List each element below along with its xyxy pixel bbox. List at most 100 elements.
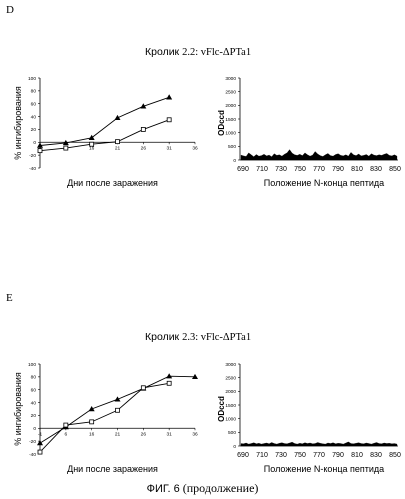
x-tick-label: 26 [141,145,147,151]
x-tick-label: 790 [332,452,344,459]
y-tick-label: 3000 [225,362,236,368]
y-tick-label: 60 [31,388,37,394]
triangle-marker [37,142,43,148]
x-axis-label: Положение N-конца пептида [264,178,384,188]
y-tick-label: 40 [31,400,37,406]
square-marker [140,385,146,391]
series-line-2 [39,119,170,152]
x-axis-label: Положение N-конца пептида [264,464,384,474]
triangle-marker [88,406,95,412]
square-marker [140,127,146,132]
y-tick-label: 2000 [225,103,236,109]
x-tick-label: 690 [237,166,249,173]
y-tick-label: 80 [31,89,37,95]
panel-letter-e: E [6,292,13,304]
x-tick-label: 36 [192,145,198,151]
y-tick-label: 3000 [225,76,236,82]
x-tick-label: 730 [275,166,287,173]
square-marker [115,407,120,413]
series-line-1 [39,96,170,146]
x-tick-label: 830 [370,452,382,459]
square-marker [166,380,172,386]
x-tick-label: 730 [275,452,287,459]
figure-caption-sub: (продолжение) [182,481,259,495]
triangle-marker [114,396,121,402]
y-tick-label: 0 [33,426,36,432]
y-tick-label: 20 [31,127,37,133]
x-tick-label: 770 [313,166,325,173]
y-tick-label: -40 [29,166,36,172]
od-profile-chart-d: ODccd Положение N-конца пептида 3000 2500… [217,76,401,188]
y-tick-label: 1500 [225,403,236,409]
y-tick-label: 80 [31,375,37,381]
triangle-marker [62,139,69,146]
y-tick-label: 40 [31,114,37,120]
od-profile-area [240,441,398,447]
triangle-marker [88,134,95,140]
y-tick-label: 100 [28,76,36,82]
panel-letter-d: D [6,4,14,16]
square-marker [63,422,69,428]
square-marker [37,449,43,455]
x-tick-label: 16 [89,431,95,437]
panel-title-sub: 2.2: vFlc-ΔPTa1 [182,47,252,58]
x-tick-label: 16 [89,145,95,151]
y-axis-label: % ингибирования [13,372,23,446]
y-axis-label: ODccd [217,396,226,422]
y-tick-label: -20 [29,439,36,445]
y-tick-label: 100 [28,362,36,368]
x-tick-label: 21 [115,145,121,151]
triangle-marker [37,440,43,446]
y-tick-label: -20 [29,153,36,159]
x-tick-label: 26 [141,431,147,437]
x-tick-label: -1 [38,431,43,437]
panel-title-e: Кролик 2.3: vFlc-ΔPTa1 [145,331,251,343]
x-axis-label: Дни после заражения [67,178,158,188]
y-tick-label: -40 [29,452,36,458]
x-tick-label: 750 [294,452,306,459]
panel-title-d: Кролик 2.2: vFlc-ΔPTa1 [145,46,251,58]
inhibition-line-chart-e: % ингибирования Дни после заражения 100 8… [13,362,198,474]
triangle-marker [114,114,121,121]
y-tick-label: 1500 [225,117,236,123]
x-tick-label: 850 [389,452,401,459]
y-tick-label: 60 [31,102,37,108]
square-marker [89,419,95,425]
triangle-marker [166,373,173,379]
x-tick-label: 810 [351,166,363,173]
triangle-marker [140,103,147,109]
figure-caption-main: ФИГ. 6 [146,483,180,495]
square-marker [89,141,95,147]
od-profile-chart-e: ODccd Положение N-конца пептида 3000 2500… [217,362,401,474]
y-tick-label: 2500 [225,89,236,95]
x-tick-label: 770 [313,452,325,459]
y-tick-label: 1000 [225,416,236,422]
x-axis-label: Дни после заражения [67,464,158,474]
y-axis-label: % ингибирования [13,86,23,160]
x-tick-label: 36 [192,431,198,437]
square-marker [37,148,43,154]
y-tick-label: 2000 [225,389,236,395]
x-tick-label: 810 [351,452,363,459]
x-tick-label: 690 [237,452,249,459]
inhibition-line-chart-d: % ингибирования Дни после заражения 100 8… [13,76,198,188]
x-tick-label: 790 [332,166,344,173]
y-tick-label: 500 [228,430,236,436]
y-tick-label: 500 [228,144,236,150]
x-tick-label: 31 [166,431,172,437]
x-tick-label: 710 [256,166,268,173]
x-tick-label: 6 [64,431,67,437]
triangle-marker [192,373,198,380]
figure-caption: ФИГ. 6 (продолжение) [0,481,405,496]
x-tick-label: 750 [294,166,306,173]
triangle-marker [166,94,173,100]
x-tick-label: 710 [256,452,268,459]
x-tick-label: 830 [370,166,382,173]
x-tick-label: 850 [389,166,401,173]
y-tick-label: 2500 [225,375,236,381]
series-line-2 [39,382,170,453]
y-tick-label: 0 [33,140,36,146]
y-tick-label: 20 [31,413,37,419]
y-tick-label: 0 [233,158,236,164]
square-marker [63,145,69,151]
